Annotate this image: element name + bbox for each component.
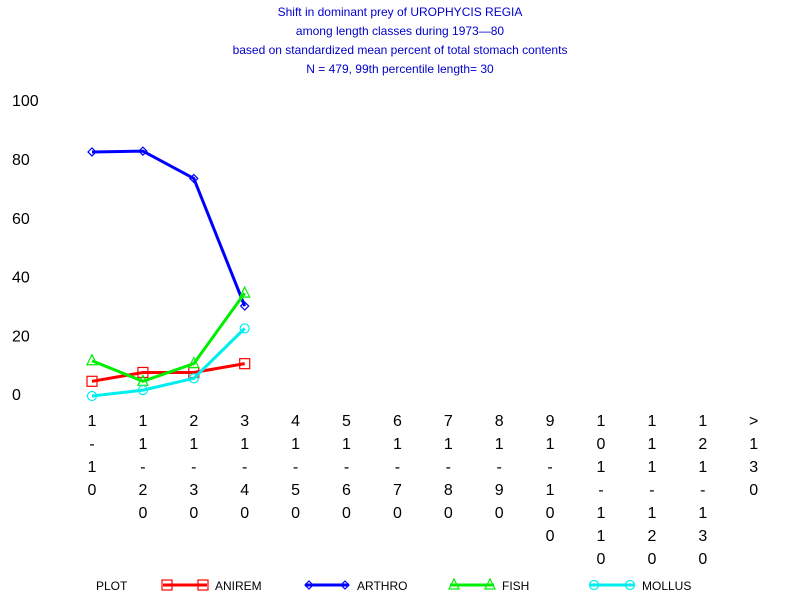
x-tick-label: 91-100	[545, 413, 555, 545]
legend-label: ARTHRO	[357, 579, 407, 593]
series-line	[91, 149, 247, 307]
chart-title: among length classes during 1973—80	[296, 24, 504, 38]
y-tick-label: 100	[12, 93, 39, 110]
y-tick-label: 0	[12, 387, 21, 404]
marker	[238, 285, 251, 298]
y-tick-label: 40	[12, 270, 30, 287]
y-tick-label: 20	[12, 328, 30, 345]
x-tick-label: 121-130	[698, 413, 708, 568]
legend-label: FISH	[502, 579, 529, 593]
marker	[161, 579, 173, 591]
x-tick-label: 51-60	[342, 413, 351, 522]
series-line	[91, 292, 246, 383]
x-tick-label: 71-80	[443, 413, 453, 522]
x-tick-label: 31-40	[240, 413, 250, 522]
legend-label: MOLLUS	[642, 579, 691, 593]
marker	[86, 353, 98, 366]
marker	[188, 373, 199, 384]
marker	[87, 147, 97, 157]
y-tick-label: 60	[12, 211, 30, 228]
x-tick-label: 11-20	[138, 413, 148, 522]
legend-title: PLOT	[96, 579, 128, 593]
marker	[239, 323, 250, 334]
chart-title: based on standardized mean percent of to…	[233, 43, 568, 57]
marker	[137, 366, 149, 379]
legend-label: ANIREM	[215, 579, 262, 593]
marker	[484, 577, 496, 590]
marker	[138, 146, 148, 156]
marker	[239, 358, 251, 370]
marker	[624, 579, 636, 591]
marker	[588, 579, 600, 591]
marker	[137, 385, 148, 396]
marker	[448, 577, 460, 590]
x-tick-label: 101-110	[596, 413, 606, 568]
x-tick-label: 81-90	[494, 413, 504, 522]
y-tick-label: 80	[12, 152, 30, 169]
x-tick-label: 21-30	[189, 413, 199, 522]
marker	[187, 356, 200, 369]
marker	[86, 375, 98, 387]
marker	[188, 173, 199, 184]
x-tick-label: >130	[749, 413, 759, 499]
marker	[304, 580, 314, 590]
chart-title: Shift in dominant prey of UROPHYCIS REGI…	[278, 5, 523, 19]
x-tick-label: 41-50	[291, 413, 301, 522]
x-tick-label: 111-120	[647, 413, 657, 568]
marker	[197, 579, 209, 591]
x-tick-label: 1-10	[87, 413, 97, 499]
x-tick-label: 61-70	[392, 413, 402, 522]
series-line	[91, 327, 246, 398]
marker	[86, 390, 98, 402]
chart-title: N = 479, 99th percentile length= 30	[306, 62, 494, 76]
marker	[239, 301, 250, 311]
marker	[340, 580, 350, 590]
